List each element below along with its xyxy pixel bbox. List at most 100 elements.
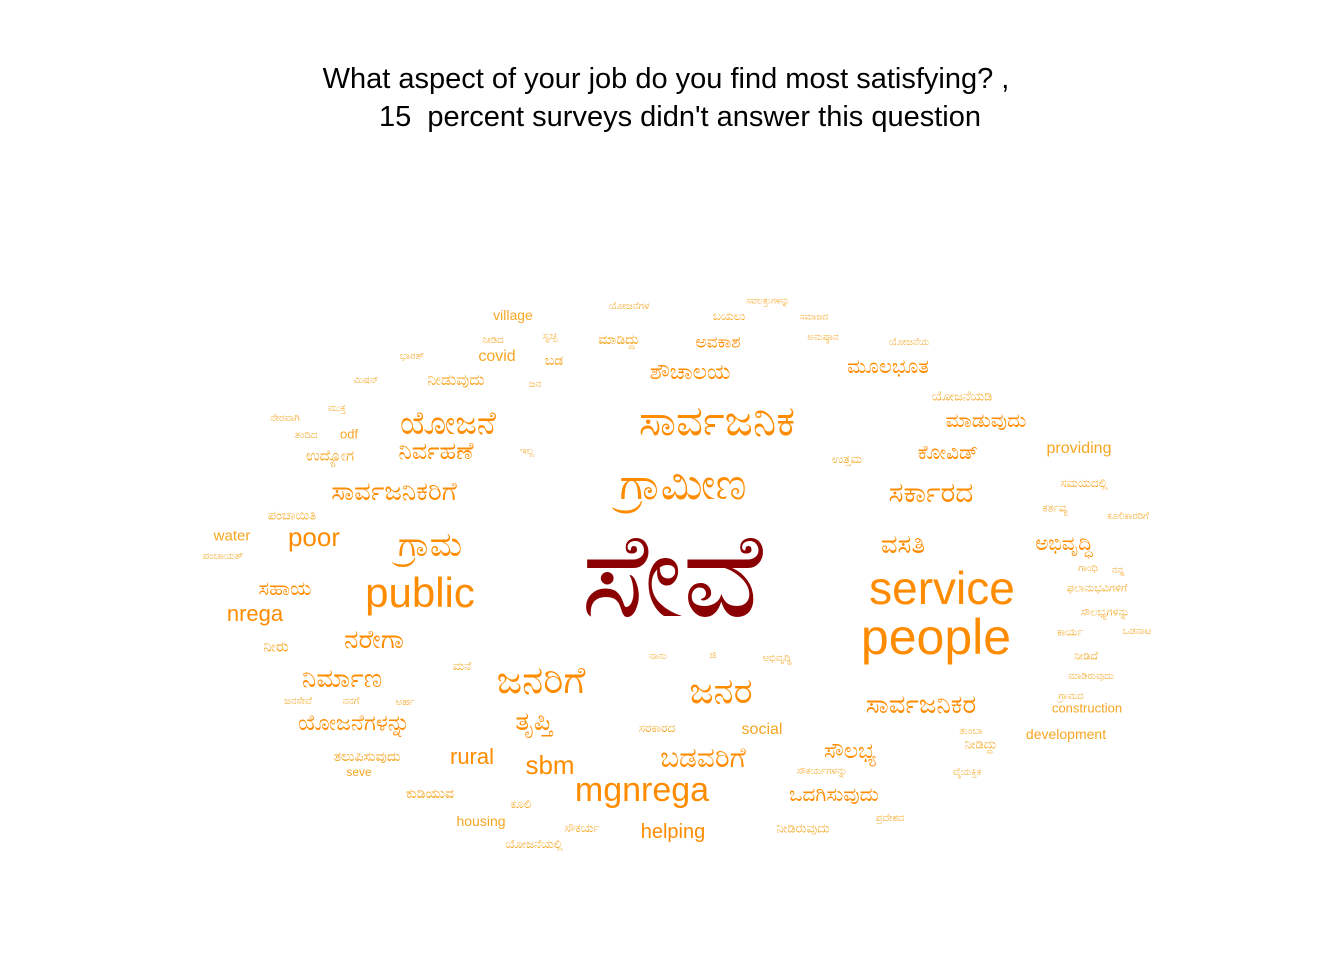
cloud-word: ಯೋಜನೆಗಳ [608,301,650,312]
cloud-word: ಪ್ರದೇಶದ [875,813,905,824]
cloud-word: ಕರ್ತವ್ಯ [1042,501,1068,515]
cloud-word: ಪಂಚಾಯಿತಿ [267,508,317,524]
cloud-word: ಕುಡಿಯುವ [405,786,455,802]
cloud-word: ಉದ್ಯೋಗ [305,446,355,465]
cloud-word: ಗ್ರಾಮೀಣ [619,459,747,510]
cloud-word: ಭಾರತ್ [399,351,425,362]
cloud-word: ಒಡನಾಟ [1122,626,1152,637]
cloud-word: ಒದಗಿಸುವುದು [789,782,879,806]
cloud-word: ನಿರ್ಮಾಣ [301,664,383,694]
cloud-word: ವಸತಿ [880,530,926,560]
cloud-word: ಸಹಾಯ [258,576,312,600]
cloud-word: mgnrega [574,771,710,809]
cloud-word: ಮಾಡಿರುವುದು [1068,671,1114,682]
cloud-word: ಗ್ರಾಮ [397,525,463,565]
cloud-word: ಸರ್ಕಾರದ [888,476,974,509]
cloud-word: ಬಡವರಿಗೆ [660,741,746,774]
cloud-word: ಕಾರ್ಯ [1056,625,1084,639]
cloud-word: social [741,721,783,738]
cloud-word: ತಂದಿದ [294,430,318,441]
cloud-word: providing [1046,440,1112,457]
cloud-word: ಫಲಾನುಭವಿಗಳಿಗೆ [1066,581,1128,595]
cloud-word: ನೀಡಿರುವುದು [776,821,830,837]
cloud-word: ಬಯಲು [712,309,746,323]
cloud-word: ಇಲ್ಲ [519,446,535,457]
cloud-word: ಯೋಜನೆಯಡಿ [931,389,993,405]
cloud-word: ಸೌಕರ್ಯಗಳನ್ನು [796,766,848,777]
cloud-word: housing [456,813,506,829]
cloud-word: seve [346,765,372,779]
cloud-word: people [860,609,1012,665]
cloud-word: ಬಡ [544,353,564,369]
cloud-word: ನೀಡಿದ [482,335,504,346]
cloud-word: ನನ್ನ [1111,565,1125,576]
cloud-word: ನೀಡುವುದು [427,370,485,389]
cloud-word: ಕೋವಿಡ್ [917,440,979,464]
cloud-word: ಮಾಡಿದ್ದು [598,332,640,348]
cloud-word: ತುಂಬಾ [959,726,983,737]
cloud-word: ಸ್ವಚ್ಛ [542,331,558,342]
cloud-word: ಅವಕಾಶ [695,332,741,353]
cloud-word: ಶೌಚಾಲಯ [649,360,731,385]
cloud-word: ಗ್ರಾಮದ [1058,691,1084,702]
cloud-word: ಸಾರ್ವಜನಿಕರ [865,690,977,720]
cloud-word: ಮುಕ್ತ [327,403,347,414]
chart-title-line-2: 15 percent surveys didn't answer this qu… [379,101,981,133]
cloud-word: ಕೂಲಿ [510,797,532,811]
cloud-word: ಸಾರ್ವಜನಿಕರಿಗೆ [331,477,457,507]
cloud-word: ತೃಪ್ತಿ [515,707,553,737]
cloud-word: ನೇರವಾಗಿ [270,413,300,424]
cloud-word: poor [287,522,341,552]
cloud-word: ಸಮಾಜದ [799,312,829,323]
cloud-word: ಮಾಡುವುದು [945,408,1027,432]
cloud-word: ಸೇವೆ [581,506,763,644]
cloud-word: ಜನರ [689,671,753,712]
cloud-word: water [213,527,251,545]
cloud-word: ಅನುಷ್ಠಾನ [807,332,839,343]
cloud-word: public [365,569,475,616]
cloud-word: ಯೋಜನೆಯಲ್ಲಿ [505,837,563,851]
cloud-word: ಮೂಲಭೂತ [847,354,929,378]
cloud-word: ಸೌಲಭ್ಯಗಳನ್ನು [1080,605,1130,619]
cloud-word: ನೀಡಿದ್ದು [964,737,998,753]
cloud-word: ನಾನು [649,651,667,662]
cloud-word: village [493,307,533,323]
cloud-word: ಸಾರ್ವಜನಿಕ [638,396,796,445]
cloud-word: ಉತ್ತಮ [832,452,862,466]
cloud-word: ಪಂಚಾಯತ್ [202,551,244,562]
cloud-word: covid [478,348,516,365]
cloud-word: ಗಾಂಧಿ [1078,563,1098,574]
cloud-word: ಸೌಕರ್ಯ [564,821,600,835]
cloud-word: service [869,562,1015,614]
cloud-word: ನಿರ್ವಹಣೆ [398,437,474,465]
cloud-word: ಜನ [528,379,542,390]
cloud-word: ನೀಡಿದೆ [1074,649,1098,663]
cloud-word: ಜನಸೇವೆ [284,696,312,707]
cloud-word: ಅಭಿವೃದ್ಧಿ [1035,531,1093,555]
cloud-word: ಜನರಿಗೆ [496,658,586,702]
cloud-word: ಯೋಜನೆ [400,404,496,442]
cloud-word: ಮನೆ [452,659,472,673]
cloud-word: sbm [525,750,575,780]
cloud-word: ಜಿ [709,650,717,661]
cloud-word: ಯೋಜನೆಯ [888,337,930,348]
cloud-word: ಮಿಷನ್ [353,375,379,386]
cloud-word: construction [1051,700,1123,716]
cloud-word: ನೀರು [263,637,289,656]
cloud-word: ಸೌಲಭ್ಯ [823,739,877,764]
cloud-word: ಯೋಜನೆಗಳನ್ನು [298,711,410,736]
cloud-word: ಸರಕಾರದ [638,721,676,735]
cloud-word: rural [449,744,495,769]
cloud-word: ನರೇಗಾ [344,625,404,655]
cloud-word: ನನಗೆ [342,696,360,707]
cloud-word: ಕೂಲಿಕಾರರಿಗೆ [1107,511,1149,522]
cloud-word: odf [339,426,359,442]
cloud-word: ಸಮಯದಲ್ಲಿ [1060,476,1108,490]
cloud-word: helping [640,821,706,843]
chart-title-line-1: What aspect of your job do you find most… [322,63,1010,95]
cloud-word: ತಲುಪಿಸುವುದು [333,749,401,765]
cloud-word: development [1025,726,1107,742]
cloud-word: ಅಭಿವೃದ್ಧಿ [762,653,792,664]
